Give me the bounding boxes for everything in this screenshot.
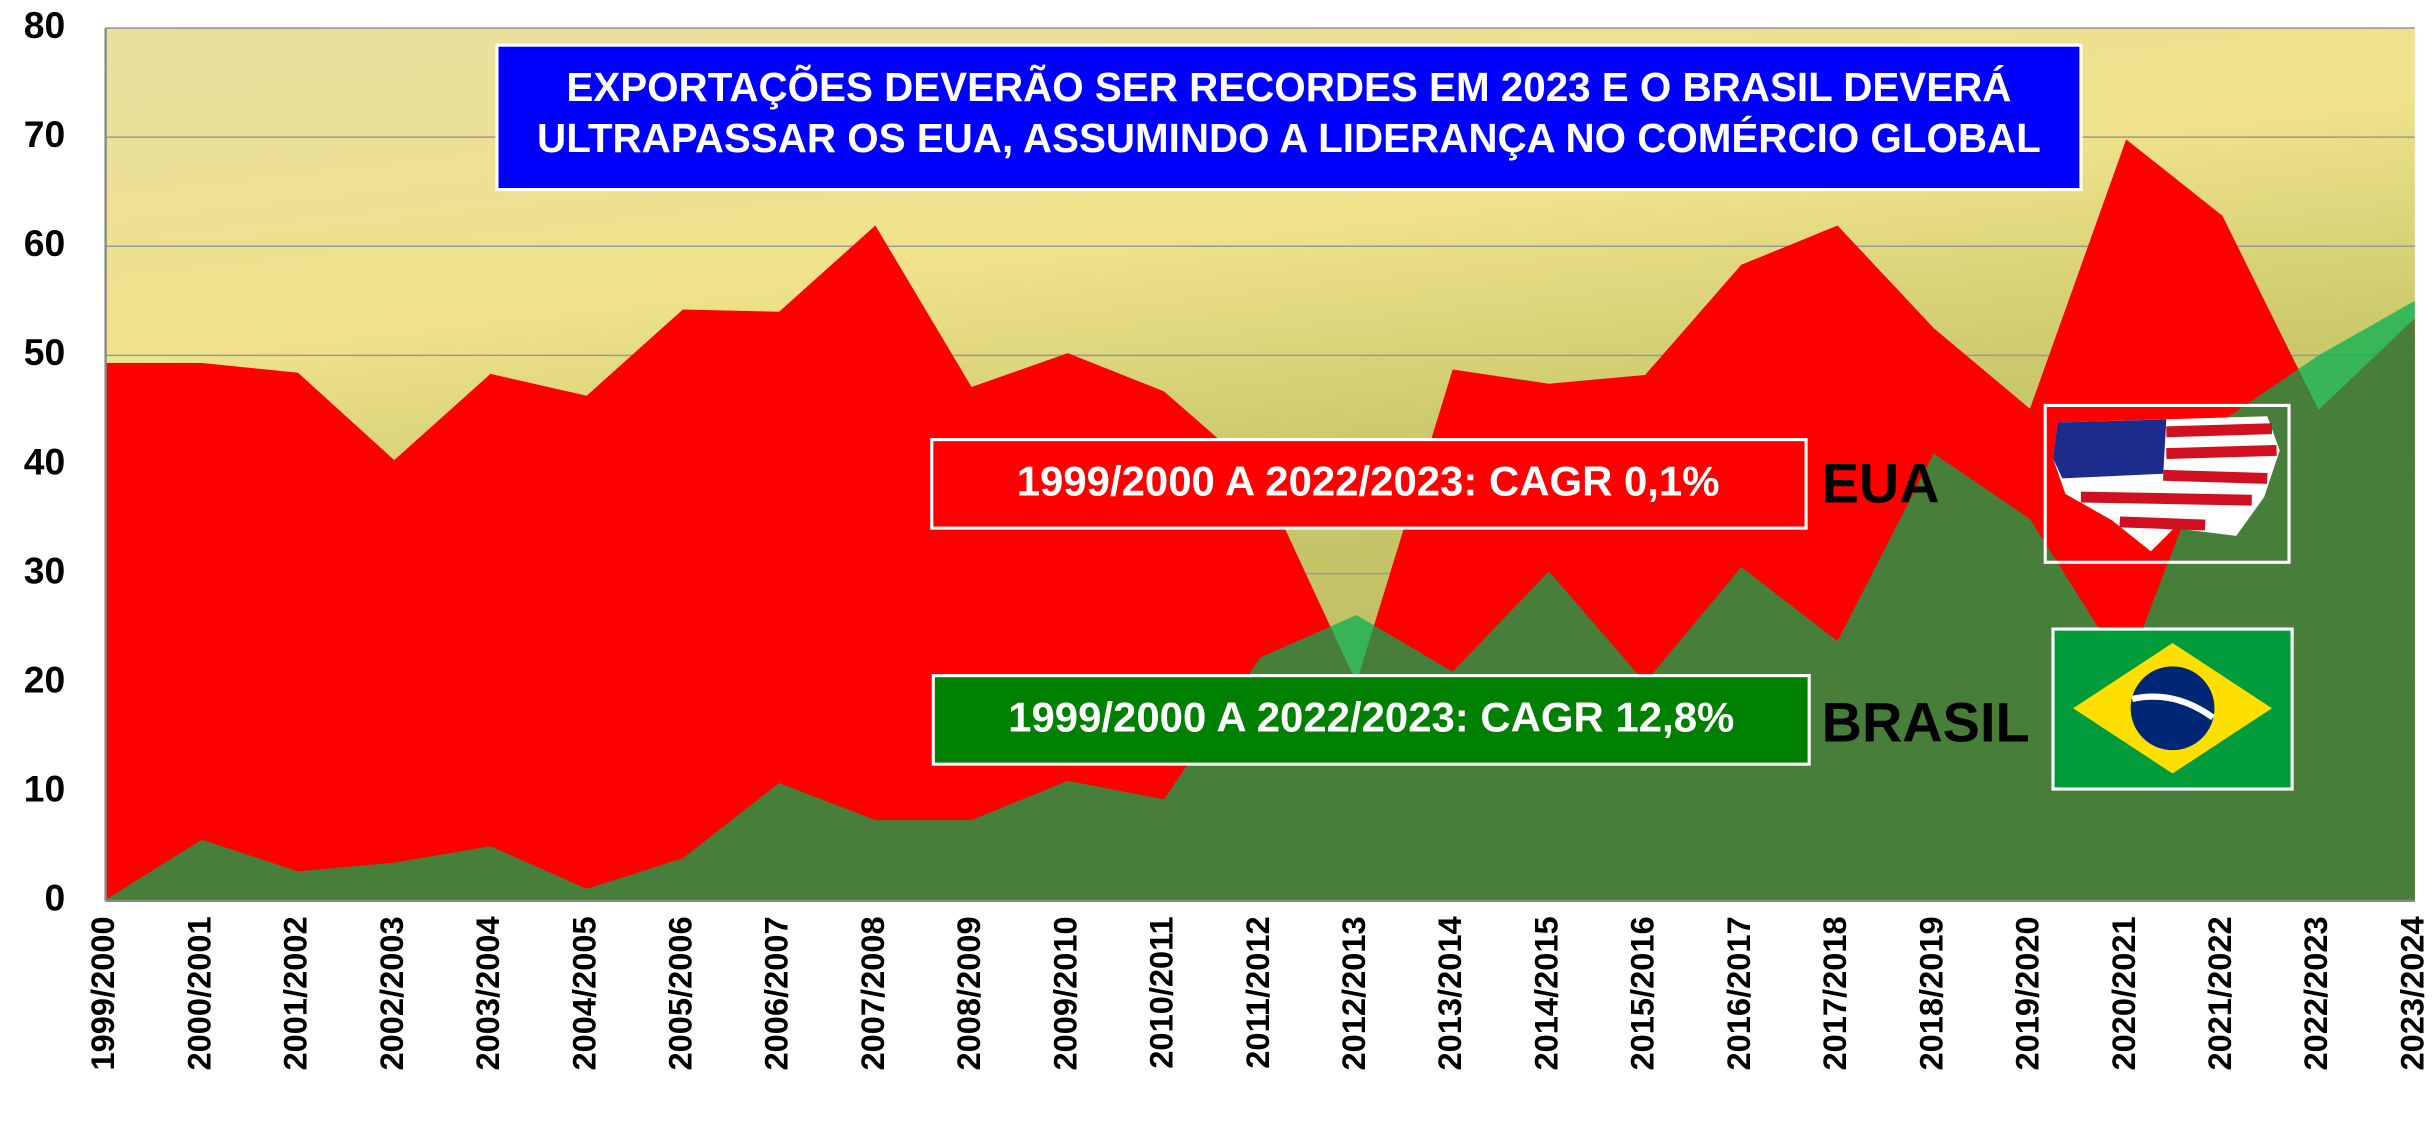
y-tick-label: 40 <box>24 440 65 482</box>
y-tick-label: 20 <box>24 658 65 700</box>
series-label: EUA <box>1822 452 1940 515</box>
chart-title: EXPORTAÇÕES DEVERÃO SER RECORDES EM 2023… <box>566 64 2011 110</box>
brazil-flag <box>2053 629 2292 789</box>
y-tick-label: 10 <box>24 768 65 810</box>
y-tick-label: 60 <box>24 222 65 264</box>
x-tick-label: 2001/2002 <box>277 916 314 1070</box>
x-tick-label: 2003/2004 <box>469 916 506 1070</box>
chart-title: ULTRAPASSAR OS EUA, ASSUMINDO A LIDERANÇ… <box>537 115 2041 161</box>
x-tick-label: 2005/2006 <box>662 916 699 1070</box>
x-tick-label: 2013/2014 <box>1431 916 1468 1070</box>
x-tick-label: 2008/2009 <box>950 916 987 1070</box>
y-tick-label: 70 <box>24 113 65 155</box>
x-tick-label: 2006/2007 <box>758 916 795 1070</box>
x-tick-label: 2007/2008 <box>854 916 891 1070</box>
y-tick-label: 30 <box>24 549 65 591</box>
x-tick-label: 2016/2017 <box>1720 916 1757 1070</box>
x-tick-label: 2009/2010 <box>1046 916 1083 1070</box>
x-tick-label: 2015/2016 <box>1624 916 1661 1070</box>
chart: 0 10 20 30 40 50 60 70 80 1999/2000 2000/2001 2001/… <box>0 0 2435 1123</box>
annotation: 1999/2000 A 2022/2023: CAGR 12,8% <box>1008 694 1734 741</box>
x-tick-label: 2002/2003 <box>373 916 410 1070</box>
x-tick-label: 2023/2024 <box>2393 916 2430 1070</box>
x-tick-label: 2017/2018 <box>1816 916 1853 1070</box>
x-tick-label: 2018/2019 <box>1912 916 1949 1070</box>
x-tick-label: 2022/2023 <box>2297 916 2334 1070</box>
x-tick-label: 2010/2011 <box>1143 916 1180 1068</box>
y-tick-label: 0 <box>44 877 65 919</box>
series-label: BRASIL <box>1822 691 2030 754</box>
x-tick-label: 1999/2000 <box>84 916 121 1070</box>
x-tick-label: 2019/2020 <box>2009 916 2046 1070</box>
x-tick-label: 2004/2005 <box>565 916 602 1070</box>
y-tick-label: 50 <box>24 331 65 373</box>
x-tick-label: 2000/2001 <box>180 916 217 1070</box>
x-tick-label: 2012/2013 <box>1335 916 1372 1070</box>
annotation: 1999/2000 A 2022/2023: CAGR 0,1% <box>1017 458 1720 505</box>
x-tick-label: 2014/2015 <box>1527 916 1564 1070</box>
x-tick-label: 2021/2022 <box>2201 916 2238 1070</box>
y-tick-label: 80 <box>24 4 65 46</box>
x-tick-label: 2020/2021 <box>2105 916 2142 1070</box>
x-tick-label: 2011/2012 <box>1239 916 1276 1068</box>
